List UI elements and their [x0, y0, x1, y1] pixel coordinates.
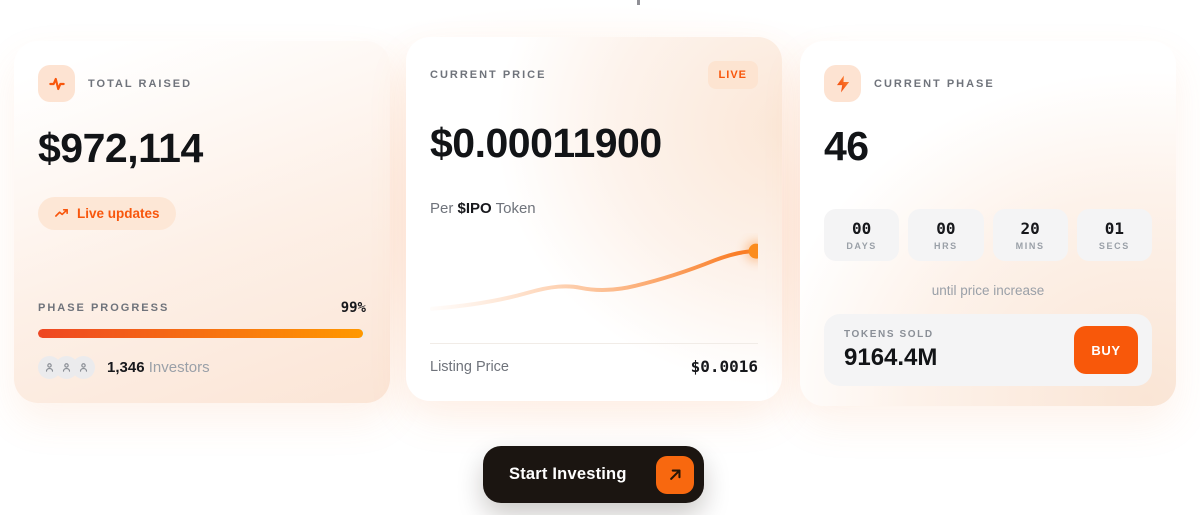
- countdown-minutes: 20 MINS: [992, 209, 1068, 262]
- current-price-value: $0.00011900: [430, 120, 662, 166]
- countdown-days-unit: DAYS: [846, 241, 877, 252]
- countdown-minutes-unit: MINS: [1015, 241, 1045, 252]
- live-updates-badge: Live updates: [38, 197, 176, 231]
- countdown-days: 00 DAYS: [824, 209, 900, 262]
- per-suffix: Token: [495, 200, 536, 218]
- current-price-label: CURRENT PRICE: [430, 69, 547, 81]
- investors-row: 1,346 Investors: [38, 356, 366, 379]
- buy-button[interactable]: BUY: [1074, 326, 1138, 374]
- per-prefix: Per: [430, 200, 454, 218]
- phase-progress-row: PHASE PROGRESS 99%: [38, 300, 366, 316]
- person-icon: [45, 363, 54, 372]
- current-phase-header: CURRENT PHASE: [824, 65, 1152, 102]
- start-investing-button[interactable]: Start Investing: [483, 446, 704, 503]
- current-phase-card: CURRENT PHASE 46 00 DAYS 00 HRS 20 MINS …: [800, 41, 1176, 406]
- live-status-badge: LIVE: [707, 61, 758, 89]
- countdown-timer: 00 DAYS 00 HRS 20 MINS 01 SECS: [824, 209, 1152, 262]
- current-price-card: CURRENT PRICE LIVE $0.00011900 Per $IPO …: [406, 37, 782, 401]
- countdown-seconds-value: 01: [1104, 219, 1124, 239]
- investors-count: 1,346: [107, 359, 145, 376]
- countdown-seconds-unit: SECS: [1098, 241, 1130, 252]
- sparkline-endpoint-dot: [748, 243, 758, 259]
- phase-progress-section: PHASE PROGRESS 99%: [38, 300, 366, 379]
- person-icon: [62, 363, 71, 372]
- per-token-line: Per $IPO Token: [430, 200, 758, 217]
- lightning-bolt-icon: [824, 65, 861, 102]
- countdown-seconds: 01 SECS: [1076, 209, 1152, 262]
- tokens-sold-info: TOKENS SOLD 9164.4M: [844, 329, 937, 372]
- person-icon: [79, 363, 88, 372]
- total-raised-label: TOTAL RAISED: [88, 77, 193, 90]
- countdown-caption: until price increase: [931, 283, 1045, 299]
- arrow-up-right-icon: [656, 455, 694, 494]
- investors-text: 1,346 Investors: [107, 359, 210, 376]
- tokens-sold-box: TOKENS SOLD 9164.4M BUY: [824, 314, 1152, 386]
- countdown-hours-value: 00: [936, 219, 956, 239]
- phase-progress-track: [38, 329, 366, 338]
- countdown-hours: 00 HRS: [908, 209, 984, 262]
- listing-divider: [430, 343, 758, 345]
- countdown-hours-unit: HRS: [933, 241, 958, 252]
- listing-price-label: Listing Price: [430, 358, 509, 375]
- investor-avatar: [72, 356, 95, 379]
- investors-word: Investors: [148, 359, 210, 376]
- total-raised-card: TOTAL RAISED $972,114 Live updates PHASE…: [14, 41, 390, 403]
- countdown-minutes-value: 20: [1020, 219, 1040, 239]
- start-investing-label: Start Investing: [509, 465, 627, 483]
- sparkline-path: [430, 249, 758, 311]
- tokens-sold-value: 9164.4M: [844, 343, 938, 371]
- current-price-header: CURRENT PRICE LIVE: [430, 61, 758, 89]
- live-updates-label: Live updates: [77, 206, 160, 222]
- countdown-days-value: 00: [851, 219, 872, 239]
- listing-price-row: Listing Price $0.0016: [430, 357, 758, 376]
- price-sparkline-chart: [430, 240, 758, 311]
- phase-progress-percent: 99%: [340, 300, 366, 316]
- cropped-artifact: [637, 0, 640, 5]
- activity-pulse-icon: [38, 65, 75, 102]
- tokens-sold-label: TOKENS SOLD: [844, 328, 934, 340]
- trending-up-icon: [55, 209, 68, 217]
- token-symbol: $IPO: [457, 200, 492, 218]
- total-raised-header: TOTAL RAISED: [38, 65, 366, 102]
- phase-progress-fill: [38, 329, 363, 338]
- listing-price-value: $0.0016: [690, 357, 758, 377]
- total-raised-value: $972,114: [38, 125, 203, 171]
- phase-progress-label: PHASE PROGRESS: [38, 302, 170, 314]
- current-phase-label: CURRENT PHASE: [874, 77, 995, 90]
- current-phase-value: 46: [824, 123, 869, 169]
